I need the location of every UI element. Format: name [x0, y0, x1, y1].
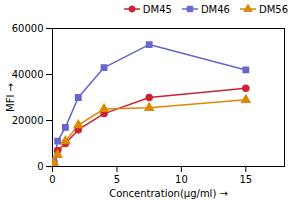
html-text:DM45: DM45	[142, 3, 172, 15]
svg-text:10: 10	[175, 174, 188, 185]
svg-text:MFI →: MFI →	[5, 83, 16, 112]
svg-text:Concentration(μg/ml) →: Concentration(μg/ml) →	[109, 188, 228, 199]
html-text:DM56: DM56	[258, 3, 288, 15]
html-text:DM46: DM46	[200, 3, 230, 15]
svg-text:20000: 20000	[12, 115, 44, 126]
svg-text:15: 15	[239, 174, 252, 185]
svg-text:0: 0	[49, 174, 55, 185]
svg-text:40000: 40000	[12, 69, 44, 80]
svg-text:60000: 60000	[12, 23, 44, 34]
svg-text:0: 0	[37, 161, 43, 172]
svg-text:5: 5	[114, 174, 120, 185]
